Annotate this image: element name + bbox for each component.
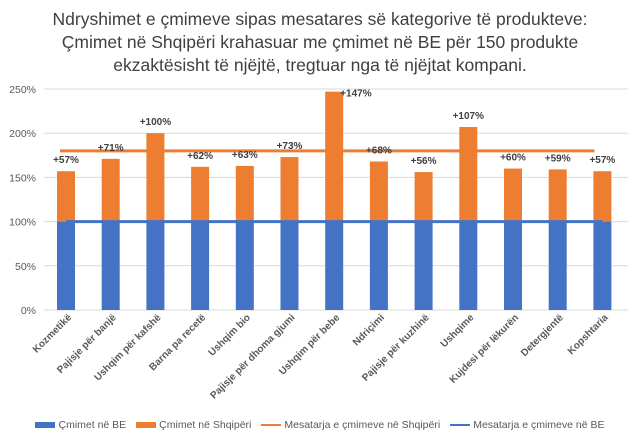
- y-tick-label: 250%: [9, 84, 36, 96]
- data-label: +57%: [53, 155, 79, 166]
- bar-eu-price: [414, 221, 433, 310]
- legend-label-eu-prices: Çmimet në BE: [58, 419, 127, 431]
- data-label: +100%: [140, 117, 172, 128]
- data-label: +57%: [589, 155, 615, 166]
- bar-albania-price: [191, 166, 210, 222]
- x-tick-label: Pajisje për dhoma gjumi: [209, 312, 298, 401]
- legend-label-albania-prices: Çmimet në Shqipëri: [159, 419, 252, 431]
- data-label: +60%: [500, 153, 526, 164]
- bar-eu-price: [369, 221, 388, 310]
- y-tick-label: 150%: [9, 172, 36, 184]
- x-tick-label: Ushqim bio: [207, 312, 253, 358]
- bar-albania-price: [369, 161, 388, 222]
- data-label: +59%: [545, 153, 571, 164]
- x-tick-label: Ushqime: [439, 312, 477, 350]
- bar-eu-price: [191, 221, 210, 310]
- data-label: +62%: [187, 151, 213, 162]
- x-tick-label: Detergjentë: [519, 312, 566, 359]
- legend-swatch-albania-average: [261, 424, 282, 426]
- bar-albania-price: [325, 91, 344, 222]
- legend-swatch-eu-prices: [35, 422, 56, 428]
- x-tick-label: Kopshtaria: [566, 312, 611, 357]
- bar-eu-price: [459, 221, 478, 310]
- legend-swatch-eu-average: [450, 424, 471, 426]
- bar-albania-price: [504, 168, 522, 222]
- legend-label-albania-average: Mesatarja e çmimeve në Shqipëri: [284, 419, 441, 431]
- bar-eu-price: [57, 221, 75, 310]
- bar-eu-price: [504, 221, 522, 310]
- bar-eu-price: [593, 221, 612, 310]
- bar-eu-price: [280, 221, 299, 310]
- data-label: +107%: [453, 111, 485, 122]
- data-label: +63%: [232, 150, 258, 161]
- legend-item-eu-prices: Çmimet në BE: [35, 419, 126, 431]
- legend-item-albania-prices: Çmimet në Shqipëri: [136, 419, 251, 431]
- bar-albania-price: [235, 165, 254, 222]
- legend-item-albania-average: Mesatarja e çmimeve në Shqipëri: [261, 419, 440, 431]
- bar-albania-price: [280, 157, 299, 222]
- bar-albania-price: [146, 133, 165, 222]
- x-tick-label: Kozmetikë: [31, 312, 74, 355]
- y-tick-label: 0%: [21, 305, 36, 317]
- bar-eu-price: [146, 221, 165, 310]
- data-label: +68%: [366, 145, 392, 156]
- legend-item-eu-average: Mesatarja e çmimeve në BE: [450, 419, 605, 431]
- legend-swatch-albania-prices: [136, 422, 157, 428]
- bar-albania-price: [593, 171, 612, 222]
- chart-title-line-1: Ndryshimet e çmimeve sipas mesatares së …: [52, 9, 588, 29]
- data-label: +147%: [340, 89, 372, 100]
- y-tick-label: 200%: [9, 128, 36, 140]
- x-tick-label: Ndriçimi: [351, 312, 387, 348]
- chart-title-line-3: ekzaktësisht të njëjtë, tregtuar nga të …: [113, 55, 527, 75]
- bar-eu-price: [101, 221, 120, 310]
- bar-albania-price: [414, 172, 433, 222]
- legend-label-eu-average: Mesatarja e çmimeve në BE: [473, 419, 605, 431]
- bar-albania-price: [459, 127, 478, 222]
- y-tick-label: 50%: [15, 261, 36, 273]
- bar-albania-price: [57, 171, 75, 222]
- chart-title-line-2: Çmimet në Shqipëri krahasuar me çmimet n…: [61, 32, 579, 52]
- data-label: +56%: [411, 156, 437, 167]
- bar-albania-price: [548, 169, 567, 222]
- chart-title: Ndryshimet e çmimeve sipas mesatares së …: [0, 8, 640, 77]
- bar-eu-price: [548, 221, 567, 310]
- bar-eu-price: [235, 221, 254, 310]
- data-label: +73%: [277, 141, 303, 152]
- chart-legend: Çmimet në BE Çmimet në Shqipëri Mesatarj…: [0, 419, 640, 431]
- bar-eu-price: [325, 221, 344, 310]
- y-tick-label: 100%: [9, 217, 36, 229]
- data-label: +71%: [98, 143, 124, 154]
- bar-albania-price: [101, 158, 120, 222]
